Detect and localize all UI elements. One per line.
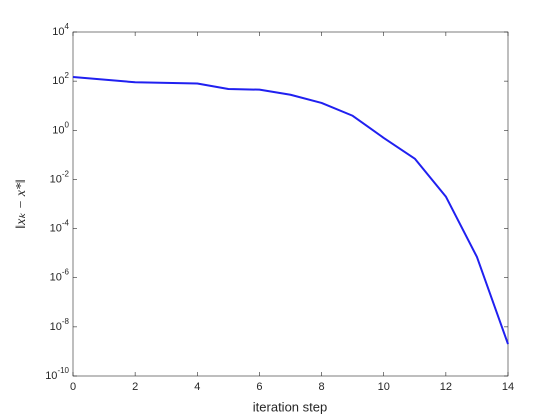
x-tick-label: 12 — [440, 381, 452, 393]
plot-box — [72, 31, 509, 377]
x-tick-label: 14 — [502, 381, 514, 393]
x-tick-label: 4 — [194, 381, 200, 393]
y-tick-label: 10-10 — [45, 366, 69, 382]
y-axis-label: ‖xₖ − x*‖ — [14, 179, 29, 229]
y-tick-label: 100 — [52, 120, 69, 136]
x-tick-label: 8 — [319, 381, 325, 393]
y-tick-label: 10-4 — [50, 219, 70, 235]
x-tick-label: 0 — [70, 381, 76, 393]
x-tick-label: 2 — [132, 381, 138, 393]
y-tick-label: 104 — [52, 22, 69, 38]
y-tick-label: 10-8 — [50, 317, 70, 333]
y-tick-label: 10-6 — [50, 268, 70, 284]
y-tick-label: 102 — [52, 71, 69, 87]
data-line — [72, 75, 509, 345]
x-axis-label: iteration step — [253, 399, 327, 414]
y-tick-label: 10-2 — [50, 170, 70, 186]
x-tick-label: 6 — [256, 381, 262, 393]
x-tick-label: 10 — [378, 381, 390, 393]
